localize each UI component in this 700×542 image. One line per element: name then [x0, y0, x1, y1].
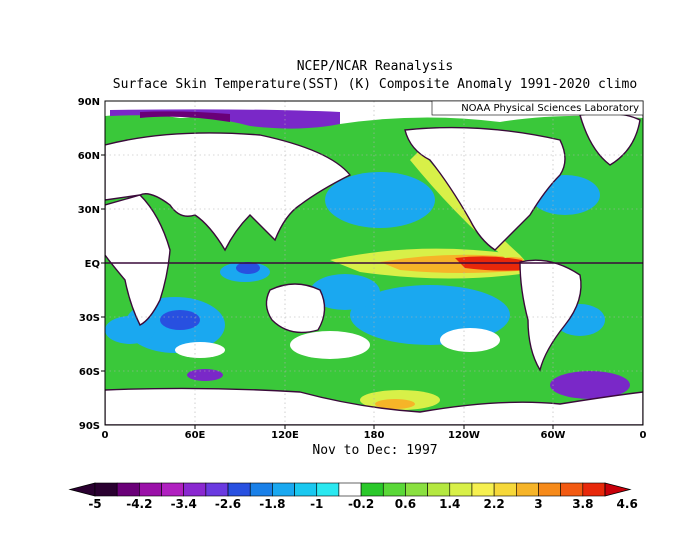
colorbar-tick-label: 1.4: [439, 497, 460, 511]
colorbar-swatch: [427, 482, 451, 497]
colorbar-swatch: [316, 482, 340, 497]
credit-box: [431, 100, 644, 116]
colorbar-right-arrow: [604, 482, 632, 497]
longitude-labels: 0 60E 120E 180 120W 60W 0: [102, 430, 647, 441]
colorbar-tick-label: 3: [534, 497, 542, 511]
colorbar-swatch: [294, 482, 318, 497]
lon-label: 120E: [271, 430, 299, 441]
colorbar-tick-label: -2.6: [215, 497, 241, 511]
colorbar-swatch: [272, 482, 295, 497]
north-pacific-cool-area: [325, 172, 435, 228]
australia-landmass: [265, 283, 326, 334]
colorbar-swatch: [516, 482, 539, 497]
continents: [105, 112, 641, 372]
antarctica-landmass: [105, 387, 643, 425]
eurasia-landmass: [105, 132, 352, 252]
colorbar-tick-label: -0.2: [348, 497, 374, 511]
south-indian-cold-area: [160, 310, 200, 330]
colorbar-left-arrow: [68, 482, 96, 497]
map-subtitle: Surface Skin Temperature(SST) (K) Compos…: [112, 77, 638, 92]
lat-label: 90N: [78, 97, 100, 108]
lat-label: 60S: [79, 367, 100, 378]
colorbar-swatch: [538, 482, 561, 497]
colorbar-swatch: [161, 482, 184, 497]
map-title: NCEP/NCAR Reanalysis: [296, 59, 454, 74]
southwest-indian-cool-area: [105, 316, 155, 344]
colorbar-swatch: [205, 482, 229, 497]
colorbar-tick-label: 4.6: [617, 497, 638, 511]
southern-ocean-hot-area: [375, 399, 415, 409]
credit-label: NOAA Physical Sciences Laboratory: [461, 103, 639, 114]
lon-label: 60W: [541, 430, 566, 441]
colorbar-swatch: [116, 482, 140, 497]
colorbar-swatch: [405, 482, 428, 497]
neutral-area: [175, 342, 225, 358]
lon-ticks: [194, 425, 554, 429]
east-indian-cold-area: [236, 262, 260, 274]
colorbar-tick-label: 2.2: [483, 497, 504, 511]
neutral-area: [290, 331, 370, 359]
lat-label: 30N: [78, 205, 100, 216]
colorbar: -5 -4.2 -3.4 -2.6 -1.8 -1 -0.2 0.6 1.4 2.2 3 3.8 4.6: [68, 482, 638, 511]
colorbar-swatch: [560, 482, 584, 497]
arctic-very-cold-area: [140, 111, 230, 122]
latitude-labels: 90N 60N 30N EQ 30S 60S 90S: [78, 97, 100, 432]
colorbar-swatch: [139, 482, 162, 497]
colorbar-tick-label: -1.8: [259, 497, 285, 511]
colorbar-swatch: [249, 482, 273, 497]
lon-label: 120W: [448, 430, 480, 441]
colorbar-swatch: [493, 482, 517, 497]
south-america-landmass: [519, 259, 582, 372]
lon-label: 60E: [185, 430, 206, 441]
colorbar-swatch: [227, 482, 251, 497]
colorbar-tick-label: -3.4: [171, 497, 197, 511]
colorbar-tick-label: -4.2: [126, 497, 152, 511]
lon-label: 0: [640, 430, 647, 441]
period-label: Nov to Dec: 1997: [312, 443, 438, 458]
colorbar-swatch: [183, 482, 207, 497]
neutral-area: [440, 328, 500, 352]
north-america-landmass: [404, 126, 566, 251]
colorbar-tick-label: 3.8: [572, 497, 593, 511]
lat-label: EQ: [85, 259, 100, 270]
africa-landmass: [105, 194, 171, 326]
colorbar-swatch: [582, 482, 606, 497]
weddell-cold-area: [550, 371, 630, 399]
colorbar-tick-label: -1: [310, 497, 323, 511]
colorbar-swatch: [449, 482, 473, 497]
colorbar-swatch: [338, 482, 362, 497]
lat-label: 30S: [79, 313, 100, 324]
lat-label: 90S: [79, 421, 100, 432]
lat-ticks: [101, 154, 105, 372]
colorbar-swatch: [382, 482, 406, 497]
lon-label: 0: [102, 430, 109, 441]
colorbar-tick-label: 0.6: [395, 497, 416, 511]
southwest-pacific-cool-area: [310, 274, 380, 310]
colorbar-swatch: [94, 482, 118, 497]
lon-label: 180: [364, 430, 385, 441]
colorbar-swatch: [471, 482, 495, 497]
south-indian-cold-spot: [187, 369, 223, 381]
colorbar-tick-label: -5: [88, 497, 101, 511]
lat-label: 60N: [78, 151, 100, 162]
colorbar-swatch: [360, 482, 384, 497]
